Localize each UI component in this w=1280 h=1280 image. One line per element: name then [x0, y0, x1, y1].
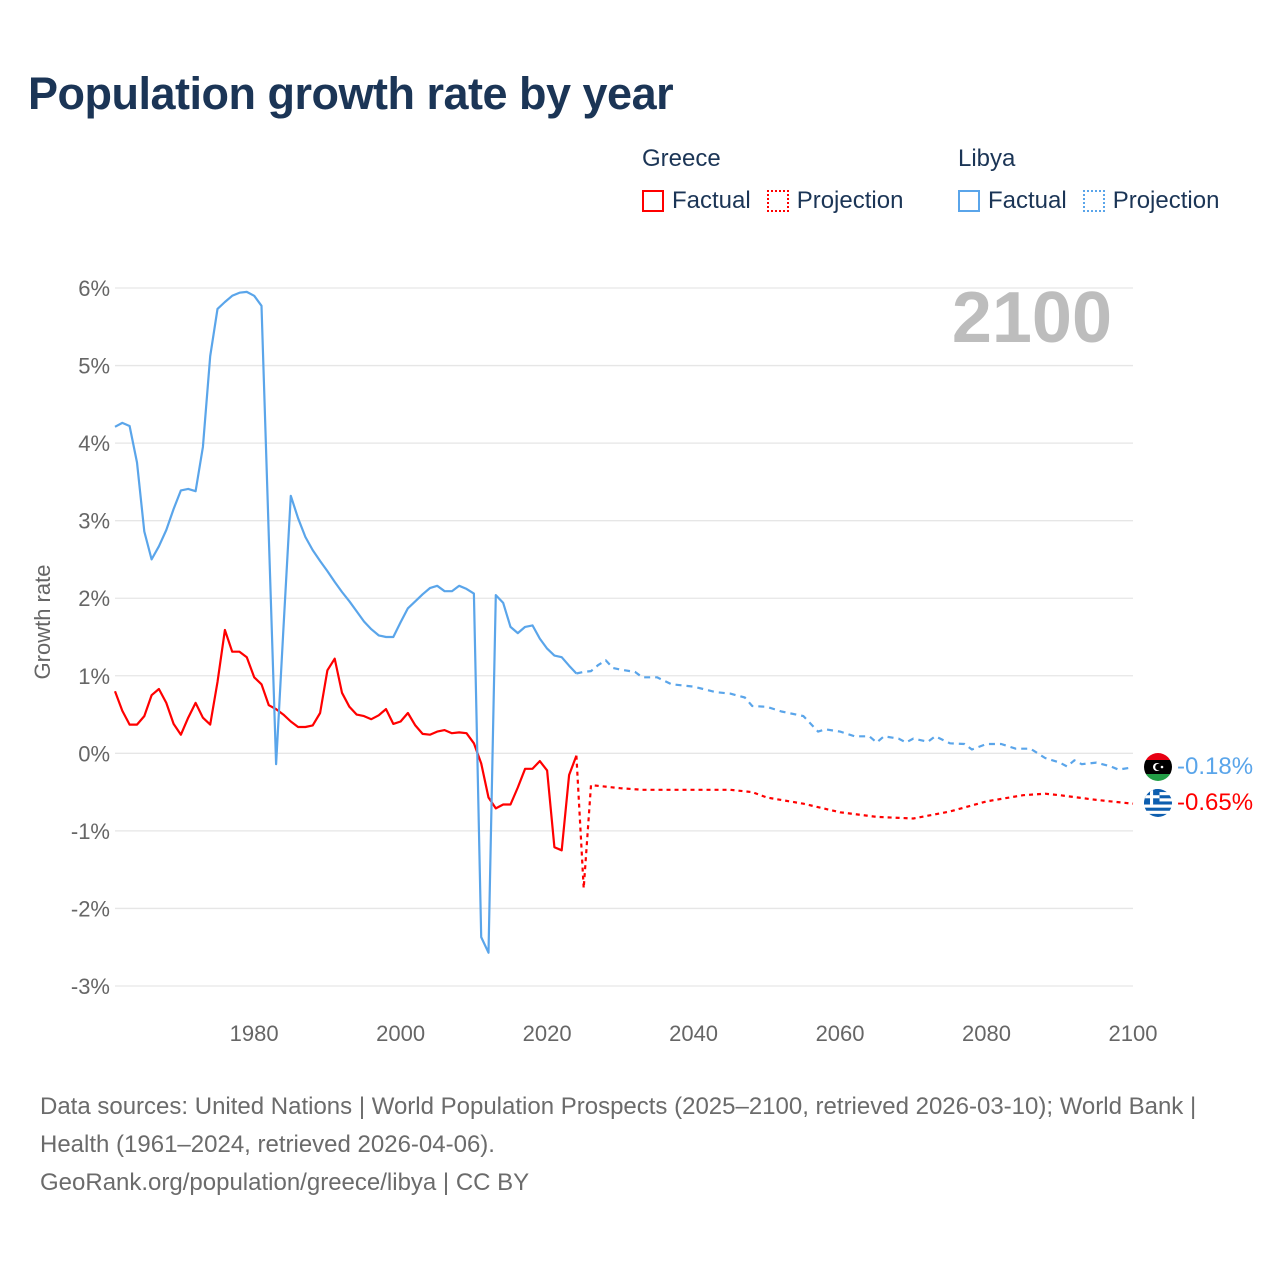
y-axis-label: Growth rate	[30, 565, 55, 680]
y-tick-label: 0%	[78, 741, 110, 766]
legend-label: Projection	[796, 187, 904, 214]
libya-flag-icon	[1144, 753, 1172, 781]
legend-group-title: Libya	[958, 145, 1016, 172]
y-tick-label: 4%	[78, 431, 110, 456]
legend-group-title: Greece	[642, 145, 721, 172]
series-line-greece-projection	[575, 755, 1134, 890]
legend-libya: Libya Factual Projection	[958, 145, 1235, 215]
legend-item-greece-projection[interactable]: Projection	[766, 187, 904, 215]
legend-label: Factual	[672, 187, 751, 214]
y-tick-label: 5%	[78, 354, 110, 379]
legend-swatch-dotted	[1082, 190, 1105, 212]
legend-item-libya-projection[interactable]: Projection	[1082, 187, 1220, 215]
libya-end-value: -0.18%	[1177, 753, 1253, 780]
y-tick-label: -3%	[71, 974, 110, 999]
x-tick-label: 2000	[376, 1021, 425, 1046]
legend-item-greece-factual[interactable]: Factual	[642, 187, 751, 215]
legend-swatch-solid	[958, 190, 980, 212]
y-tick-label: 3%	[78, 509, 110, 534]
footer: Data sources: United Nations | World Pop…	[40, 1088, 1240, 1202]
legend-swatch-solid	[642, 190, 664, 212]
x-tick-label: 2020	[523, 1021, 572, 1046]
year-indicator: 2100	[952, 278, 1112, 358]
legend-label: Projection	[1112, 187, 1220, 214]
y-tick-label: -1%	[71, 819, 110, 844]
y-tick-label: 2%	[78, 586, 110, 611]
data-sources: Data sources: United Nations | World Pop…	[40, 1093, 1197, 1158]
y-tick-label: 1%	[78, 664, 110, 689]
legend-swatch-dotted	[766, 190, 789, 212]
y-tick-label: -2%	[71, 896, 110, 921]
y-tick-label: 6%	[78, 276, 110, 301]
x-tick-label: 2100	[1109, 1021, 1158, 1046]
greece-end-value: -0.65%	[1177, 789, 1253, 816]
legend-item-libya-factual[interactable]: Factual	[958, 187, 1067, 215]
x-tick-label: 2060	[816, 1021, 865, 1046]
series-line-greece-factual	[113, 628, 578, 852]
chart-title: Population growth rate by year	[28, 68, 674, 119]
series-line-libya-factual	[114, 290, 578, 954]
x-tick-label: 1980	[230, 1021, 279, 1046]
credit-link[interactable]: GeoRank.org/population/greece/libya | CC…	[40, 1169, 530, 1196]
legend-label: Factual	[988, 187, 1067, 214]
x-tick-label: 2080	[962, 1021, 1011, 1046]
x-tick-label: 2040	[669, 1021, 718, 1046]
legend-greece: Greece Factual Projection	[642, 145, 919, 215]
greece-flag-icon	[1144, 789, 1172, 817]
